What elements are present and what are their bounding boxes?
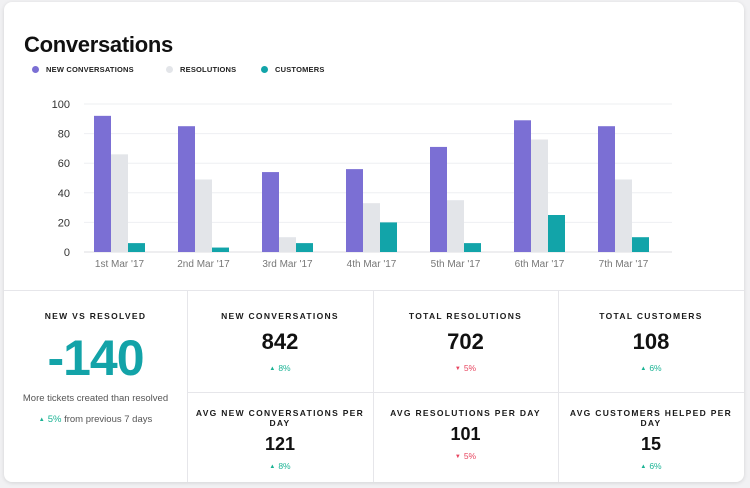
bar-new-conversations (430, 146, 447, 252)
stat-delta: ▲ 8% (187, 461, 373, 471)
bar-resolutions (363, 203, 380, 252)
legend-dot (261, 66, 268, 73)
delta-down-icon: ▼ (454, 454, 461, 460)
legend-label: RESOLUTIONS (180, 65, 237, 74)
total-resolutions-cell: TOTAL RESOLUTIONS 702 ▼ 5% (373, 311, 558, 373)
avg-resolutions-cell: AVG RESOLUTIONS PER DAY 101 ▼ 5% (373, 408, 558, 461)
y-tick-label: 60 (58, 158, 70, 170)
delta-percent: 5% (47, 414, 62, 425)
stat-heading: NEW CONVERSATIONS (221, 311, 339, 321)
bar-customers (212, 247, 229, 252)
bar-resolutions (447, 200, 464, 252)
delta-up-icon: ▲ (38, 417, 45, 423)
bar-new-conversations (346, 169, 363, 252)
bar-customers (296, 243, 313, 252)
bar-new-conversations (178, 126, 195, 252)
bar-resolutions (531, 139, 548, 252)
x-tick-label: 2nd Mar '17 (177, 259, 230, 270)
avg-customers-helped-cell: AVG CUSTOMERS HELPED PER DAY 15 ▲ 6% (558, 408, 744, 471)
stat-value: 121 (264, 434, 296, 454)
stat-heading: TOTAL CUSTOMERS (599, 311, 703, 321)
delta-percent: 5% (463, 363, 477, 373)
delta-up-icon: ▲ (640, 464, 647, 470)
bar-resolutions (111, 154, 128, 252)
avg-new-conversations-cell: AVG NEW CONVERSATIONS PER DAY 121 ▲ 8% (187, 408, 373, 471)
delta-up-icon: ▲ (269, 366, 276, 372)
stat-value: 108 (632, 329, 670, 354)
legend-label: NEW CONVERSATIONS (46, 65, 134, 74)
delta-down-icon: ▼ (454, 366, 461, 372)
delta-up-icon: ▲ (269, 464, 276, 470)
stat-value: 101 (450, 424, 481, 444)
delta-percent: 6% (649, 461, 662, 471)
bar-resolutions (615, 179, 632, 252)
stat-value: 702 (447, 329, 484, 354)
divider (187, 291, 188, 482)
new-vs-resolved-value: -140 (47, 330, 144, 386)
x-tick-label: 3rd Mar '17 (262, 259, 313, 270)
legend-dot (32, 66, 39, 73)
y-tick-label: 40 (58, 188, 70, 200)
bar-customers (380, 222, 397, 252)
bar-new-conversations (262, 172, 279, 252)
x-tick-label: 5th Mar '17 (431, 259, 481, 270)
conversations-card: Conversations NEW CONVERSATIONS RESOLUTI… (4, 2, 744, 482)
new-conversations-cell: NEW CONVERSATIONS 842 ▲ 8% (187, 311, 373, 373)
delta-percent: 5% (463, 451, 477, 461)
bar-chart: 0 20 40 60 80 100 1st Mar '17 2nd Mar '17 3rd Ma… (52, 99, 672, 270)
y-tick-label: 20 (58, 217, 70, 229)
delta-suffix: from previous 7 days (64, 414, 153, 425)
x-tick-label: 6th Mar '17 (515, 259, 565, 270)
stat-heading: TOTAL RESOLUTIONS (408, 311, 523, 321)
stats-panel: NEW VS RESOLVED -140 More tickets create… (4, 290, 744, 482)
x-tick-label: 1st Mar '17 (95, 259, 145, 270)
y-tick-label: 0 (64, 247, 70, 259)
stat-value: 15 (640, 434, 662, 454)
bar-customers (548, 215, 565, 252)
new-vs-resolved-heading: NEW VS RESOLVED (44, 311, 147, 321)
stat-heading: AVG RESOLUTIONS PER DAY (390, 408, 541, 418)
stat-heading: AVG NEW CONVERSATIONS PER DAY (195, 408, 365, 428)
delta-percent: 8% (278, 461, 291, 471)
legend-item-new-conversations[interactable]: NEW CONVERSATIONS (32, 65, 134, 74)
divider (558, 291, 559, 482)
bar-resolutions (279, 237, 296, 252)
bar-new-conversations (598, 126, 615, 252)
new-vs-resolved-delta: ▲ 5% from previous 7 days (4, 414, 187, 425)
new-vs-resolved-note: More tickets created than resolved (22, 393, 169, 404)
bar-customers (632, 237, 649, 252)
stat-delta: ▲ 6% (558, 461, 744, 471)
bar-resolutions (195, 179, 212, 252)
total-customers-cell: TOTAL CUSTOMERS 108 ▲ 6% (558, 311, 744, 373)
y-tick-label: 100 (52, 99, 70, 111)
stat-delta: ▲ 8% (187, 363, 373, 373)
legend-item-customers[interactable]: CUSTOMERS (261, 65, 325, 74)
legend-item-resolutions[interactable]: RESOLUTIONS (166, 65, 236, 74)
delta-percent: 8% (278, 363, 291, 373)
bar-customers (464, 243, 481, 252)
legend-dot (166, 66, 173, 73)
x-tick-label: 7th Mar '17 (599, 259, 649, 270)
x-tick-label: 4th Mar '17 (347, 259, 397, 270)
stat-value: 842 (261, 329, 299, 354)
bar-customers (128, 243, 145, 252)
legend-label: CUSTOMERS (275, 65, 325, 74)
delta-up-icon: ▲ (640, 366, 647, 372)
bar-new-conversations (94, 115, 111, 252)
bar-new-conversations (514, 120, 531, 252)
stat-delta: ▼ 5% (373, 451, 558, 461)
stat-delta: ▼ 5% (373, 363, 558, 373)
page-title: Conversations (24, 32, 173, 57)
new-vs-resolved-cell: NEW VS RESOLVED -140 More tickets create… (4, 311, 187, 425)
stat-heading: AVG CUSTOMERS HELPED PER DAY (569, 408, 733, 428)
delta-percent: 6% (649, 363, 662, 373)
y-tick-label: 80 (58, 129, 70, 141)
divider (373, 291, 374, 482)
stat-delta: ▲ 6% (558, 363, 744, 373)
divider (187, 392, 744, 393)
